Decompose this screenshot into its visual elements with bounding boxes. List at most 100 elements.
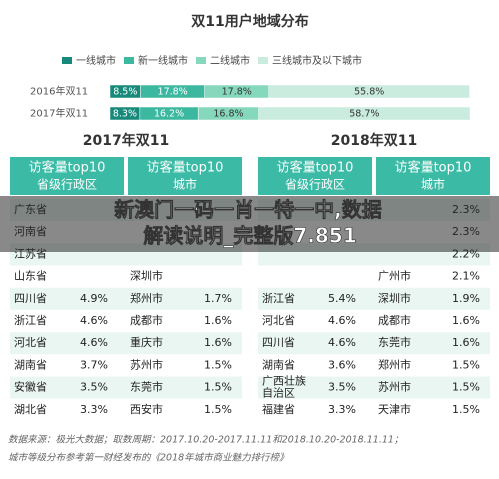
table-header — [258, 157, 372, 195]
province-share: 4.6% — [80, 314, 108, 327]
footnote: 数据来源：极光大数据；取数周期：2017.10.20-2017.11.11和20… — [8, 435, 403, 446]
province-name: 浙江省 — [262, 292, 295, 305]
city-share: 1.9% — [452, 292, 480, 305]
legend-label: 二线城市 — [210, 54, 250, 67]
header-text: 城市 — [421, 177, 445, 192]
legend-swatch — [258, 57, 268, 64]
table-header — [10, 157, 124, 195]
value-label: 16.8% — [213, 109, 243, 120]
table-header — [376, 157, 490, 195]
city-name: 东莞市 — [130, 380, 163, 394]
city-share: 1.5% — [204, 358, 232, 371]
province-share: 4.6% — [80, 336, 108, 349]
header-text: 访客量top10 — [277, 160, 354, 176]
province-share: 3.5% — [328, 381, 356, 394]
value-label: 17.8% — [222, 87, 252, 98]
value-label: 8.3% — [113, 109, 137, 120]
city-name: 成都市 — [130, 313, 163, 327]
header-text: 访客量top10 — [29, 160, 106, 176]
city-share: 1.5% — [452, 358, 480, 371]
row-background — [10, 376, 242, 399]
row-background — [258, 287, 490, 310]
city-share: 1.6% — [452, 336, 480, 349]
city-share: 1.5% — [452, 403, 480, 416]
province-name: 河北省 — [14, 336, 47, 349]
header-text: 访客量top10 — [395, 160, 472, 176]
city-share: 1.6% — [204, 314, 232, 327]
province-name: 自治区 — [262, 386, 295, 400]
value-label: 58.7% — [349, 109, 379, 120]
city-share: 1.6% — [452, 314, 480, 327]
province-share: 3.5% — [80, 381, 108, 394]
province-share: 3.3% — [328, 403, 356, 416]
province-name: 湖南省 — [14, 358, 47, 371]
city-name: 西安市 — [130, 402, 163, 416]
row-background — [10, 332, 242, 355]
legend-label: 新一线城市 — [138, 54, 188, 67]
province-share: 4.6% — [328, 314, 356, 327]
header-text: 城市 — [173, 177, 197, 192]
province-name: 广西壮族 — [262, 374, 306, 388]
city-name: 深圳市 — [130, 269, 163, 283]
province-name: 浙江省 — [14, 314, 47, 327]
province-share: 5.4% — [328, 292, 356, 305]
province-name: 安徽省 — [14, 380, 47, 394]
province-name: 山东省 — [14, 270, 47, 283]
province-share: 3.6% — [328, 358, 356, 371]
overlay-band — [0, 196, 499, 252]
overlay-text: 新澳门一码一肖一特一中,数据 — [114, 198, 382, 222]
legend-label: 一线城市 — [76, 54, 116, 67]
header-text: 访客量top10 — [147, 160, 224, 176]
city-share: 1.6% — [204, 336, 232, 349]
province-name: 四川省 — [262, 336, 295, 349]
city-name: 重庆市 — [130, 335, 163, 349]
city-name: 苏州市 — [378, 380, 411, 394]
value-label: 16.2% — [154, 109, 184, 120]
province-share: 3.7% — [80, 358, 108, 371]
legend-swatch — [124, 57, 134, 64]
city-name: 东莞市 — [378, 335, 411, 349]
row-background — [258, 376, 490, 399]
overlay-text: 解读说明_完整版7.851 — [143, 224, 356, 248]
province-share: 3.3% — [80, 403, 108, 416]
city-share: 1.7% — [204, 292, 232, 305]
city-name: 郑州市 — [378, 357, 411, 371]
province-share: 4.9% — [80, 292, 108, 305]
city-name: 成都市 — [378, 313, 411, 327]
value-label: 8.5% — [113, 87, 137, 98]
city-share: 1.5% — [204, 381, 232, 394]
province-name: 四川省 — [14, 292, 47, 305]
value-label: 55.8% — [354, 87, 384, 98]
chart-title: 双11用户地域分布 — [191, 13, 308, 30]
bar-segment — [258, 106, 471, 121]
section-heading: 2018年双11 — [331, 132, 417, 149]
legend-label: 三线城市及以下城市 — [272, 54, 362, 67]
value-label: 17.8% — [158, 87, 188, 98]
city-share: 1.5% — [204, 403, 232, 416]
header-text: 省级行政区 — [37, 178, 97, 192]
category-label: 2017年双11 — [30, 107, 88, 120]
legend-swatch — [196, 57, 206, 64]
table-header — [128, 157, 242, 195]
footnote: 城市等级分布参考第一财经发布的《2018年城市商业魅力排行榜》 — [8, 452, 289, 464]
row-background — [258, 332, 490, 355]
city-name: 天津市 — [378, 402, 411, 416]
city-name: 郑州市 — [130, 291, 163, 305]
province-share: 4.6% — [328, 336, 356, 349]
province-name: 湖南省 — [262, 358, 295, 371]
header-text: 省级行政区 — [285, 178, 345, 192]
bar-segment — [268, 84, 470, 99]
province-name: 湖北省 — [14, 403, 47, 416]
province-name: 福建省 — [262, 402, 295, 416]
legend-swatch — [62, 57, 72, 64]
city-name: 苏州市 — [130, 357, 163, 371]
category-label: 2016年双11 — [30, 85, 88, 98]
city-share: 1.5% — [452, 381, 480, 394]
section-heading: 2017年双11 — [83, 132, 169, 149]
row-background — [10, 287, 242, 310]
city-name: 深圳市 — [378, 291, 411, 305]
province-name: 河北省 — [262, 314, 295, 327]
city-share: 2.1% — [452, 270, 480, 283]
city-name: 广州市 — [378, 269, 411, 283]
